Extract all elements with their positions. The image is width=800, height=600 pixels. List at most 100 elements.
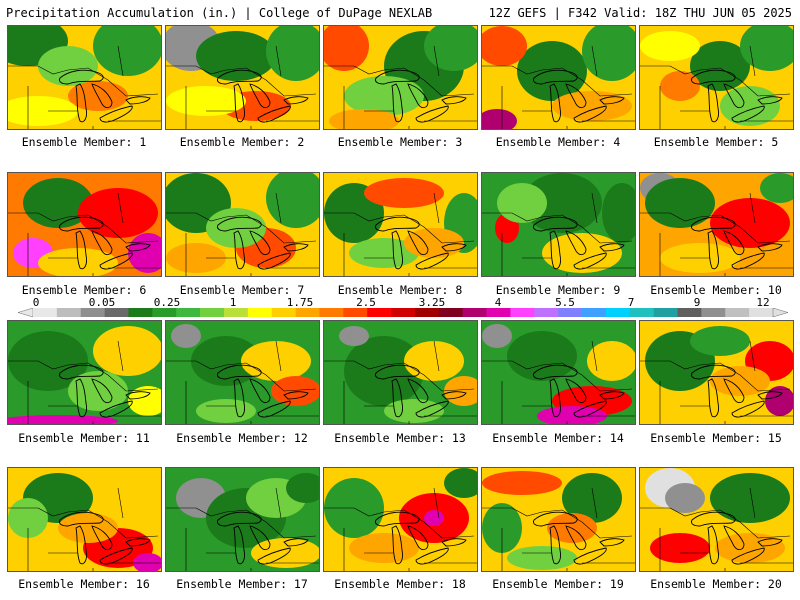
ensemble-member-label: Ensemble Member: 1: [21, 135, 147, 149]
state-border: [749, 192, 756, 224]
state-border: [433, 487, 440, 519]
state-border: [166, 65, 317, 97]
lake-outline: [441, 96, 467, 105]
lake-outline: [59, 69, 104, 85]
lake-outline: [533, 364, 578, 380]
ensemble-member-label: Ensemble Member: 18: [334, 577, 466, 591]
precip-map: [482, 468, 635, 571]
lake-outline: [599, 391, 625, 400]
state-border: [166, 212, 317, 244]
lake-outline: [233, 525, 245, 565]
ensemble-member-label: Ensemble Member: 20: [650, 577, 782, 591]
colorbar-swatch: [343, 308, 368, 317]
lake-outline: [415, 105, 449, 123]
precip-region: [645, 178, 715, 228]
lake-outline: [375, 216, 420, 232]
colorbar-swatch: [367, 308, 392, 317]
lake-outline: [723, 525, 745, 551]
precip-region: [552, 91, 632, 121]
lake-outline: [391, 525, 403, 565]
precip-region: [497, 183, 547, 223]
precip-region: [128, 386, 161, 416]
precip-map: [324, 26, 477, 129]
lake-outline: [391, 378, 403, 418]
ensemble-member-label: Ensemble Member: 3: [337, 135, 463, 149]
ensemble-member-map: [165, 172, 320, 277]
ensemble-member-map: [481, 320, 636, 425]
state-border: [324, 360, 475, 392]
ensemble-member-map: [165, 320, 320, 425]
state-border: [8, 65, 159, 97]
lake-outline: [407, 525, 429, 551]
colorbar-swatch: [582, 308, 607, 317]
precip-map: [640, 321, 793, 424]
state-border: [749, 487, 756, 519]
colorbar-max-arrow: [772, 308, 788, 317]
colorbar-swatch: [701, 308, 726, 317]
precip-map: [482, 26, 635, 129]
lake-outline: [257, 400, 291, 418]
precip-region: [650, 533, 710, 563]
lake-outline: [233, 83, 245, 123]
state-border: [749, 340, 756, 372]
ensemble-member-map: [481, 25, 636, 130]
colorbar-swatch: [510, 308, 535, 317]
precip-region: [715, 533, 785, 563]
ensemble-member-label: Ensemble Member: 13: [334, 431, 466, 445]
ensemble-member-map: [639, 467, 794, 572]
ensemble-member-map: [481, 467, 636, 572]
precip-region: [482, 471, 562, 495]
precip-region: [8, 96, 78, 126]
lake-outline: [707, 83, 719, 123]
lake-outline: [257, 105, 291, 123]
ensemble-member-label: Ensemble Member: 10: [650, 283, 782, 297]
precip-region: [537, 406, 607, 424]
ensemble-member-map: [7, 172, 162, 277]
lake-outline: [217, 364, 262, 380]
precip-map: [324, 173, 477, 276]
lake-outline: [75, 378, 87, 418]
colorbar-swatch: [80, 308, 105, 317]
state-border: [591, 45, 598, 77]
state-border: [8, 507, 159, 539]
state-border: [275, 487, 282, 519]
precip-region: [23, 178, 93, 228]
lake-outline: [249, 525, 271, 551]
lake-outline: [217, 69, 262, 85]
state-border: [117, 487, 124, 519]
colorbar-swatch: [558, 308, 583, 317]
colorbar-swatch: [152, 308, 177, 317]
precip-region: [349, 533, 419, 563]
precip-region: [665, 483, 705, 513]
lake-outline: [565, 83, 587, 109]
lake-outline: [249, 378, 271, 404]
precip-map: [166, 468, 319, 571]
state-border: [591, 192, 598, 224]
lake-outline: [415, 252, 449, 270]
colorbar-tick-label: 3.25: [418, 296, 446, 309]
lake-outline: [125, 391, 151, 400]
precip-map: [640, 26, 793, 129]
colorbar-tick-label: 0.25: [153, 296, 181, 309]
ensemble-member-map: [165, 467, 320, 572]
lake-outline: [75, 525, 87, 565]
lake-outline: [549, 230, 561, 270]
colorbar-swatch: [104, 308, 129, 317]
lake-outline: [533, 69, 578, 85]
lake-outline: [731, 400, 765, 418]
lake-outline: [91, 83, 113, 109]
ensemble-member-label: Ensemble Member: 17: [176, 577, 308, 591]
lake-outline: [573, 400, 607, 418]
lake-outline: [375, 364, 420, 380]
colorbar-swatch: [319, 308, 344, 317]
lake-outline: [283, 391, 309, 400]
precip-region: [93, 326, 161, 376]
precip-region: [404, 341, 464, 381]
state-border: [482, 360, 633, 392]
lake-outline: [217, 511, 262, 527]
colorbar-swatch: [534, 308, 559, 317]
precip-region: [660, 71, 700, 101]
precip-region: [710, 198, 790, 248]
lake-outline: [375, 69, 420, 85]
precip-region: [602, 183, 635, 243]
